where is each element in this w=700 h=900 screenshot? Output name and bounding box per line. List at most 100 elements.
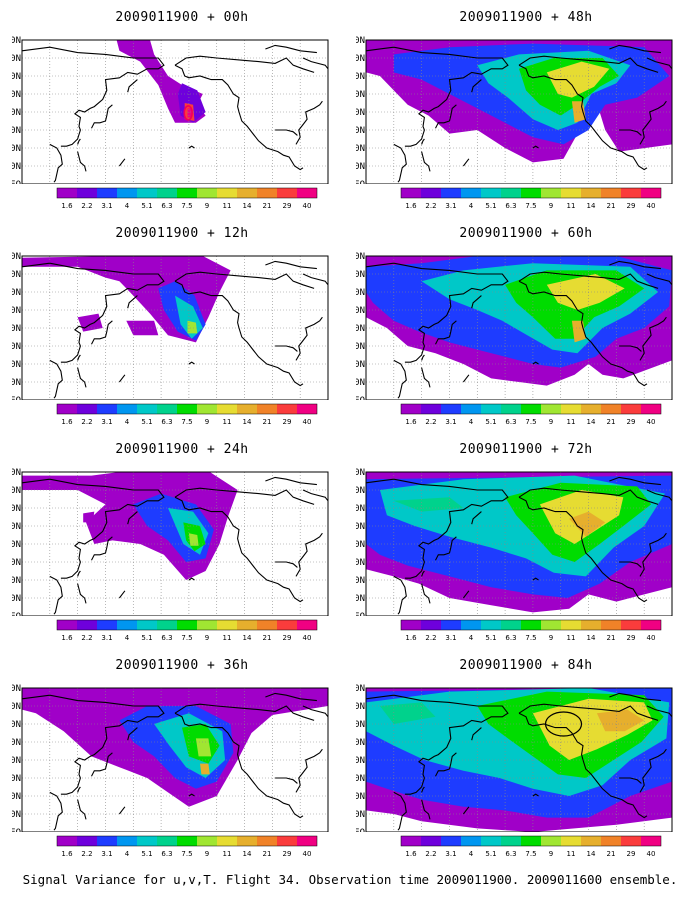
colorbar-swatch [601,404,621,414]
y-tick-label: 80N [12,36,21,46]
coastline [393,791,407,831]
colorbar-label: 14 [243,634,252,642]
y-tick-label: 70N [12,270,21,280]
colorbar-label: 2.2 [81,850,92,858]
panel-title: 2009011900 + 24h [115,442,249,457]
colorbar-label: 29 [627,202,636,210]
y-tick-label: 40N [356,756,365,766]
observation-marker [183,105,194,121]
shaded-region [188,533,199,546]
panel-title: 2009011900 + 12h [115,226,249,241]
y-tick-label: 30N [12,774,21,784]
coastline [518,271,659,289]
coastline [421,354,425,361]
colorbar-swatch [581,188,601,198]
colorbar-swatch [401,404,421,414]
y-tick-label: 80N [12,468,21,478]
colorbar-frame [400,619,662,631]
coastline [646,57,673,70]
plot-frame [21,255,329,400]
y-tick-label: 40N [356,540,365,550]
colorbar-swatch [541,404,561,414]
colorbar: 1.6 2.2 3.1 4 5.1 6.3 7.5 9 11 14 21 29 40 [56,619,318,642]
coastline [91,104,113,129]
panel-title: 2009011900 + 00h [115,10,249,25]
colorbar-label: 9 [205,418,209,426]
colorbar: 1.6 2.2 3.1 4 5.1 6.3 7.5 9 11 14 21 29 40 [400,403,662,426]
map-panel-72h: 2009011900 + 72h 80E100E120E140E160E1801… [356,442,696,657]
y-tick-label: EQ [12,828,21,832]
colorbar-swatch [257,404,277,414]
y-tick-label: 30N [12,126,21,136]
colorbar-swatch [521,836,541,846]
colorbar-label: 3.1 [101,418,112,426]
colorbar-label: 11 [223,850,232,858]
y-tick-label: 40N [356,324,365,334]
y-tick-label: 40N [12,756,21,766]
coastline [302,705,329,718]
colorbar-label: 11 [567,202,576,210]
coastline [188,577,195,581]
colorbar-frame [56,835,318,847]
coastline [471,79,482,93]
colorbar-swatch [621,188,641,198]
y-tick-label: EQ [356,180,365,184]
coastline [518,712,648,819]
coastline [188,145,195,149]
colorbar-swatch [117,188,137,198]
coastline [265,692,317,702]
colorbar-label: 3.1 [101,202,112,210]
coastline [619,777,642,784]
plot-frame [365,39,673,184]
colorbar-swatch [277,620,297,630]
colorbar-label: 5.1 [141,418,152,426]
colorbar-label: 4 [469,202,474,210]
colorbar-swatch [461,836,481,846]
coastline [174,712,304,819]
colorbar-label: 9 [549,202,553,210]
shaded-region [195,738,212,757]
colorbar: 1.6 2.2 3.1 4 5.1 6.3 7.5 9 11 14 21 29 40 [400,187,662,210]
colorbar-swatch [257,836,277,846]
colorbar-swatch [217,404,237,414]
signal-variance-map: 80E100E120E140E160E180160W140W120W100W80… [12,252,329,400]
y-tick-label: 70N [356,486,365,496]
y-tick-label: EQ [12,180,21,184]
y-tick-label: EQ [12,396,21,400]
coastline [393,575,407,615]
coastline [295,316,323,361]
colorbar-label: 40 [303,850,312,858]
coastline [174,487,315,505]
colorbar-swatch [521,620,541,630]
signal-variance-map: 80E100E120E140E160E180160W140W120W100W80… [12,684,329,832]
colorbar-swatch [177,188,197,198]
y-tick-label: 10N [12,162,21,172]
colorbar-swatch [481,188,501,198]
colorbar-swatch [461,188,481,198]
colorbar-label: 2.2 [425,634,436,642]
coastline [518,280,648,387]
colorbar: 1.6 2.2 3.1 4 5.1 6.3 7.5 9 11 14 21 29 40 [56,403,318,426]
colorbar-swatch [277,836,297,846]
y-tick-label: 50N [356,522,365,532]
colorbar-label: 2.2 [81,202,92,210]
colorbar-label: 7.5 [525,418,536,426]
coastline [49,575,63,615]
colorbar-label: 14 [587,634,596,642]
panel-title: 2009011900 + 84h [459,658,593,673]
coastline [435,752,457,777]
coastline [471,727,482,741]
colorbar-swatch [641,188,661,198]
colorbar-label: 9 [549,634,553,642]
coastline [421,367,431,388]
colorbar-label: 7.5 [181,202,192,210]
y-tick-label: EQ [356,396,365,400]
coastline [435,104,457,129]
coastline [302,273,329,286]
colorbar-label: 7.5 [525,634,536,642]
y-tick-label: 10N [12,594,21,604]
coastline [639,532,667,577]
colorbar-label: 6.3 [505,418,516,426]
coastline [77,354,81,361]
coastline [518,64,648,171]
